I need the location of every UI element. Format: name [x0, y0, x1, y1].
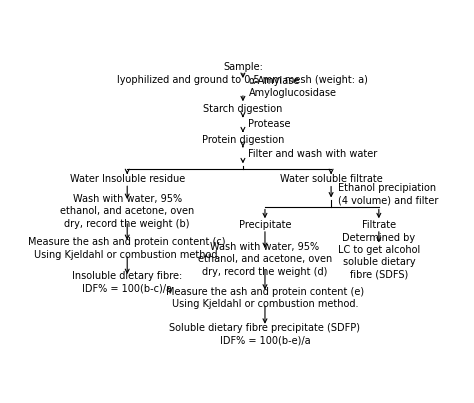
Text: Sample:
lyophilized and ground to 0.5 mm mesh (weight: a): Sample: lyophilized and ground to 0.5 mm…: [118, 62, 368, 85]
Text: Measure the ash and protein content (c)
Using Kjeldahl or combustion method.: Measure the ash and protein content (c) …: [28, 237, 226, 260]
Text: Ethanol precipiation
(4 volume) and filter: Ethanol precipiation (4 volume) and filt…: [338, 183, 439, 206]
Text: Filtrate: Filtrate: [362, 220, 396, 230]
Text: α-Amylase
Amyloglucosidase: α-Amylase Amyloglucosidase: [248, 76, 337, 98]
Text: Filter and wash with water: Filter and wash with water: [248, 149, 378, 159]
Text: Precipitate: Precipitate: [239, 220, 291, 230]
Text: Wash with water, 95%
ethanol, and acetone, oven
dry, record the weight (b): Wash with water, 95% ethanol, and aceton…: [60, 194, 194, 229]
Text: Protein digestion: Protein digestion: [202, 135, 284, 145]
Text: Determined by
LC to get alcohol
soluble dietary
fibre (SDFS): Determined by LC to get alcohol soluble …: [337, 233, 420, 280]
Text: Measure the ash and protein content (e)
Using Kjeldahl or combustion method.: Measure the ash and protein content (e) …: [166, 287, 364, 310]
Text: Wash with water, 95%
ethanol, and acetone, oven
dry, record the weight (d): Wash with water, 95% ethanol, and aceton…: [198, 242, 332, 277]
Text: Water soluble filtrate: Water soluble filtrate: [280, 174, 383, 184]
Text: Insoluble dietary fibre:
IDF% = 100(b-c)/a: Insoluble dietary fibre: IDF% = 100(b-c)…: [72, 272, 182, 294]
Text: Protease: Protease: [248, 119, 291, 129]
Text: Soluble dietary fibre precipitate (SDFP)
IDF% = 100(b-e)/a: Soluble dietary fibre precipitate (SDFP)…: [170, 323, 360, 345]
Text: Water Insoluble residue: Water Insoluble residue: [70, 174, 185, 184]
Text: Starch digestion: Starch digestion: [203, 104, 283, 114]
